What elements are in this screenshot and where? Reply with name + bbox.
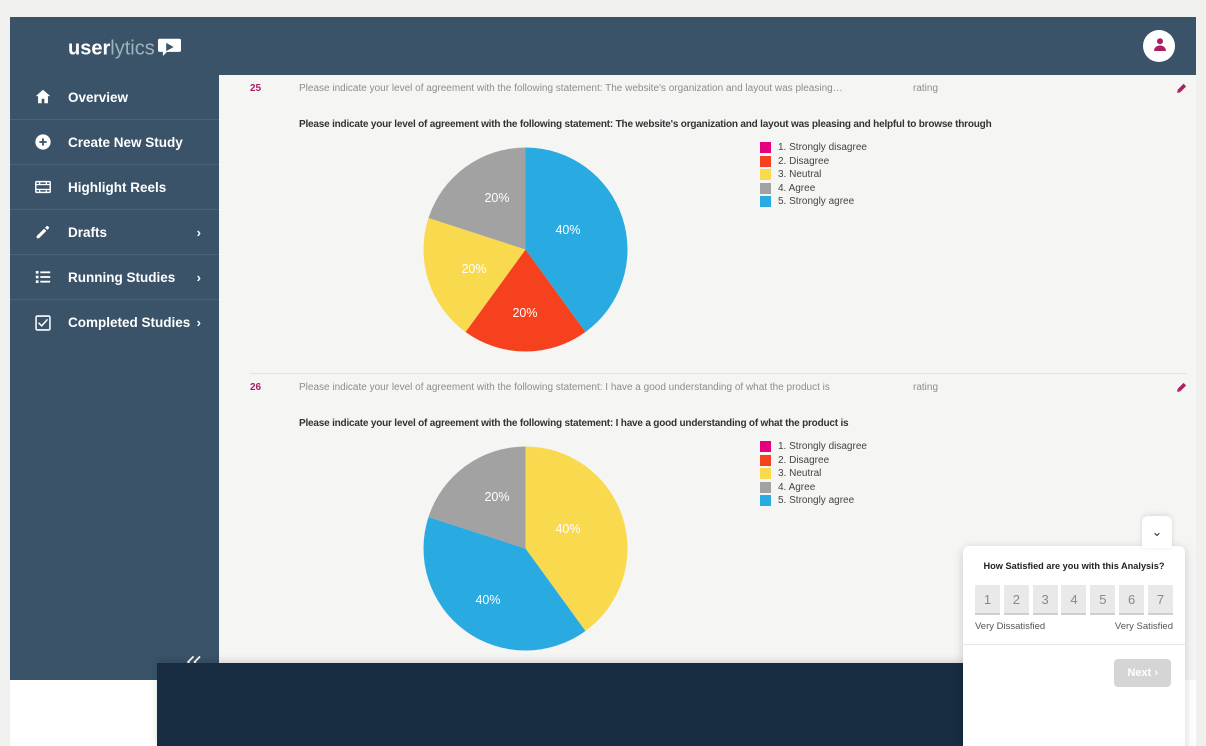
svg-text:20%: 20%	[484, 490, 509, 504]
svg-text:20%: 20%	[461, 262, 486, 276]
svg-text:40%: 40%	[555, 522, 580, 536]
svg-text:40%: 40%	[475, 593, 500, 607]
svg-text:40%: 40%	[555, 223, 580, 237]
svg-text:20%: 20%	[484, 191, 509, 205]
svg-text:20%: 20%	[512, 306, 537, 320]
